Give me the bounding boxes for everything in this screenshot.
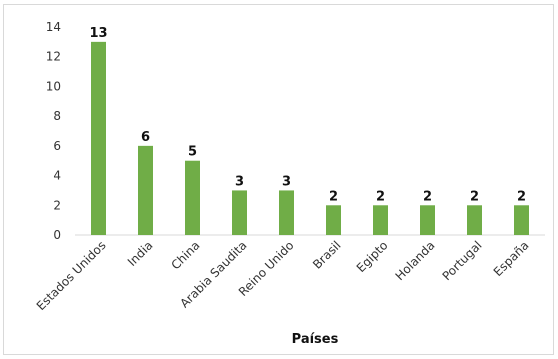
x-tick-label: Estados Unidos bbox=[34, 238, 109, 313]
data-label: 3 bbox=[282, 174, 291, 189]
data-label: 2 bbox=[470, 189, 479, 204]
x-tick-label: Brasil bbox=[310, 238, 344, 272]
x-axis-title: Países bbox=[292, 332, 339, 347]
x-tick-label: Holanda bbox=[393, 238, 438, 283]
x-tick-label: España bbox=[491, 238, 532, 279]
bars bbox=[91, 41, 529, 235]
data-label: 2 bbox=[423, 189, 432, 204]
data-label: 2 bbox=[376, 189, 385, 204]
y-tick-label: 4 bbox=[53, 169, 61, 183]
data-label: 3 bbox=[235, 174, 244, 189]
y-tick-label: 10 bbox=[46, 79, 61, 93]
y-tick-label: 0 bbox=[53, 228, 61, 242]
bar bbox=[467, 205, 482, 235]
bar bbox=[138, 145, 153, 235]
data-label: 13 bbox=[89, 26, 107, 41]
bar bbox=[279, 190, 294, 235]
x-tick-label: Portugal bbox=[440, 238, 485, 283]
y-tick-label: 2 bbox=[53, 198, 61, 212]
bar bbox=[373, 205, 388, 235]
bar bbox=[232, 190, 247, 235]
bar bbox=[420, 205, 435, 235]
bar bbox=[514, 205, 529, 235]
data-label: 6 bbox=[141, 130, 150, 145]
y-axis: 0 2 4 6 8 10 12 14 bbox=[46, 20, 61, 242]
y-tick-label: 12 bbox=[46, 50, 61, 64]
data-label: 5 bbox=[188, 145, 197, 160]
bar bbox=[326, 205, 341, 235]
y-tick-label: 14 bbox=[46, 20, 61, 34]
data-labels: 13 6 5 3 3 2 2 2 2 2 bbox=[89, 26, 526, 204]
data-label: 2 bbox=[329, 189, 338, 204]
data-label: 2 bbox=[517, 189, 526, 204]
y-tick-label: 8 bbox=[53, 109, 61, 123]
bar bbox=[91, 41, 106, 235]
y-tick-label: 6 bbox=[53, 139, 61, 153]
x-tick-label: India bbox=[125, 238, 156, 269]
x-tick-label: China bbox=[168, 238, 202, 272]
bar bbox=[185, 160, 200, 235]
x-tick-label: Egipto bbox=[354, 238, 391, 275]
